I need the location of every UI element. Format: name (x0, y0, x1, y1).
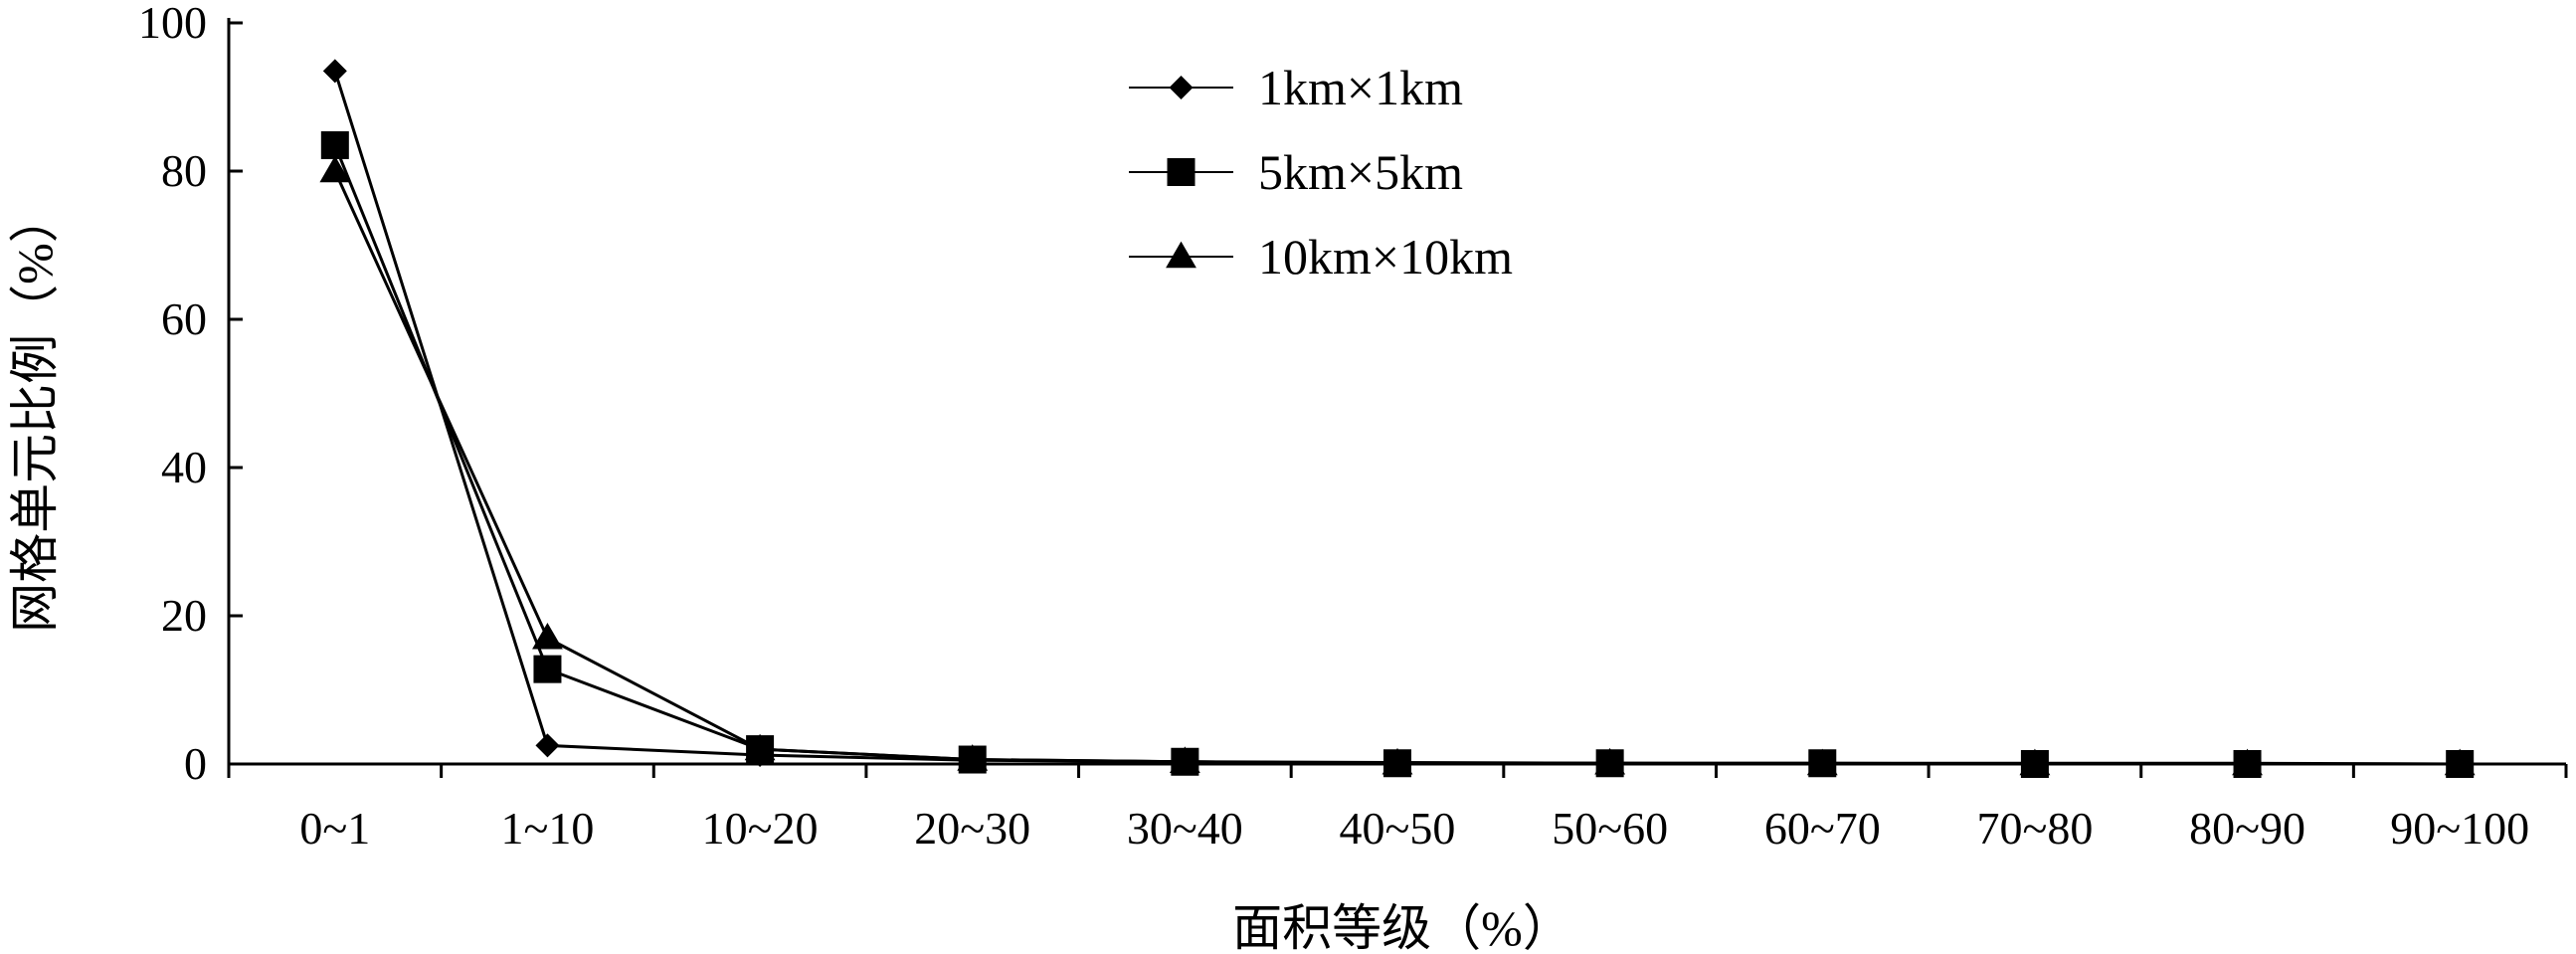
data-point (320, 130, 349, 159)
data-point (1806, 748, 1838, 776)
data-point (1167, 158, 1196, 186)
data-point (2019, 748, 2051, 776)
x-tick-label: 60~70 (1764, 803, 1881, 854)
data-point (533, 655, 562, 683)
x-tick-label: 20~30 (914, 803, 1030, 854)
series-3 (319, 155, 2476, 776)
y-tick-label: 80 (161, 145, 207, 196)
data-point (532, 622, 563, 650)
data-point (319, 155, 351, 183)
data-point (2444, 748, 2476, 776)
data-point (322, 59, 347, 84)
y-tick-label: 40 (161, 442, 207, 492)
legend: 1km×1km 5km×5km 10km×10km (1129, 60, 1513, 285)
legend-label: 5km×5km (1258, 144, 1463, 200)
y-tick-label: 60 (161, 293, 207, 344)
data-point (957, 744, 989, 771)
data-point (535, 733, 560, 758)
legend-label: 1km×1km (1258, 60, 1463, 115)
y-axis-title: 网格单元比例（%） (7, 193, 63, 633)
x-tick-label: 0~1 (299, 803, 370, 854)
data-point (1166, 241, 1196, 269)
x-tick-label: 1~10 (501, 803, 595, 854)
y-tick-label: 0 (184, 738, 207, 789)
data-point (2232, 748, 2263, 776)
x-axis-title: 面积等级（%） (1232, 900, 1572, 954)
y-tick-label: 20 (161, 590, 207, 641)
legend-entry-2: 5km×5km (1129, 144, 1463, 200)
data-point (1381, 747, 1413, 775)
legend-entry-3: 10km×10km (1129, 229, 1513, 285)
series-layer (319, 59, 2476, 778)
x-tick-label: 90~100 (2390, 803, 2529, 854)
legend-entry-1: 1km×1km (1129, 60, 1463, 115)
x-tick-label: 40~50 (1340, 803, 1456, 854)
data-point (1169, 746, 1200, 773)
x-tick-label: 70~80 (1976, 803, 2093, 854)
data-point (1169, 76, 1194, 99)
axes: 0 20 40 60 80 100 0~1 1~10 10~20 20~30 30~40 40~50 5… (138, 0, 2568, 854)
legend-label: 10km×10km (1258, 229, 1513, 285)
x-tick-label: 30~40 (1127, 803, 1243, 854)
data-point (1594, 747, 1626, 775)
data-point (744, 733, 776, 761)
x-tick-label: 80~90 (2189, 803, 2305, 854)
x-tick-label: 10~20 (702, 803, 819, 854)
x-tick-label: 50~60 (1552, 803, 1668, 854)
y-tick-label: 100 (138, 0, 207, 48)
